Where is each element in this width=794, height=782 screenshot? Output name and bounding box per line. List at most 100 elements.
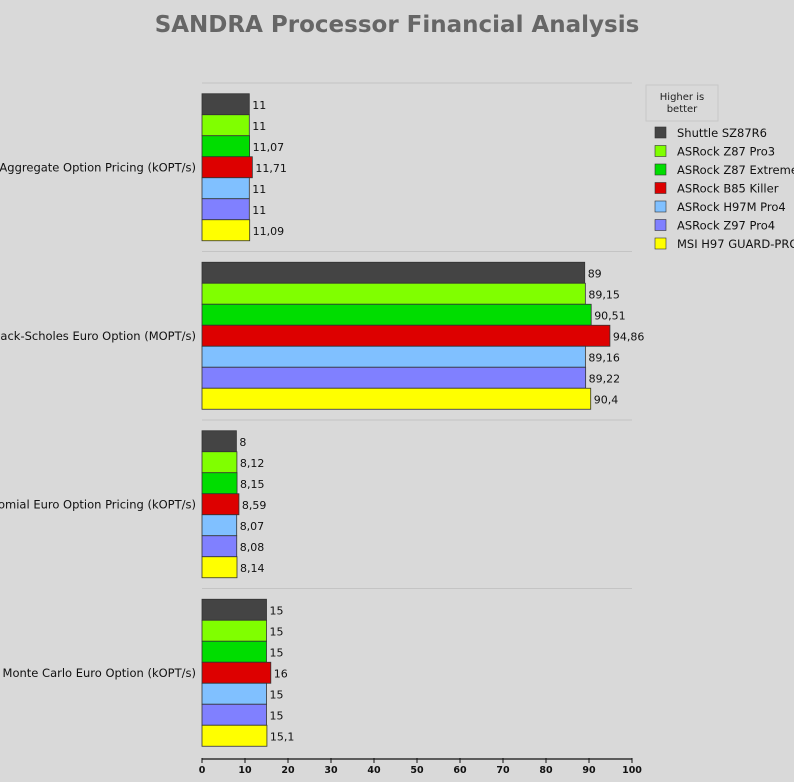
bar	[201, 261, 586, 284]
data-label: 11	[252, 183, 266, 196]
data-label: 90,51	[594, 309, 626, 322]
data-label: 89	[588, 267, 602, 280]
bar	[201, 114, 250, 137]
bar	[201, 661, 272, 684]
bar	[201, 640, 267, 663]
legend-item: ASRock Z97 Pro4	[654, 219, 775, 233]
data-label: 89,22	[589, 372, 621, 385]
tick-label: 40	[367, 765, 381, 776]
legend-swatch	[654, 182, 667, 194]
bar	[201, 177, 250, 200]
bar	[201, 493, 240, 516]
data-label: 8,15	[240, 478, 264, 491]
legend-swatch	[654, 145, 667, 157]
data-label: 8	[239, 436, 246, 449]
bar	[201, 556, 238, 579]
legend: Higher is better Shuttle SZ87R6 ASRock Z87…	[645, 84, 794, 251]
legend-swatch	[654, 163, 667, 176]
legend-item: MSI H97 GUARD-PRO	[654, 237, 794, 251]
category-group: Binomial Euro Option Pricing (kOPT/s) 8 8,…	[0, 419, 632, 579]
bar	[201, 598, 267, 621]
tick-label: 90	[582, 765, 596, 776]
x-axis: 0 10 20 30 40 50 60 70 80 90 100	[199, 758, 642, 776]
data-label: 15	[270, 625, 284, 638]
bar	[201, 387, 592, 410]
tick-label: 10	[238, 765, 252, 776]
legend-item: ASRock Z87 Extreme4	[654, 163, 794, 177]
bar	[201, 282, 586, 305]
data-label: 8,14	[240, 562, 265, 575]
tick-label: 20	[281, 765, 295, 776]
data-label: 89,15	[588, 288, 620, 301]
bar	[201, 451, 238, 474]
chart-title: SANDRA Processor Financial Analysis	[155, 12, 640, 38]
legend-label: Shuttle SZ87R6	[677, 126, 767, 140]
legend-label: ASRock Z97 Pro4	[677, 219, 775, 233]
data-label: 15,1	[270, 730, 295, 743]
category-label: Binomial Euro Option Pricing (kOPT/s)	[0, 497, 196, 511]
data-label: 90,4	[594, 393, 619, 406]
tick-label: 70	[496, 765, 510, 776]
bar	[201, 682, 267, 705]
data-label: 15	[270, 646, 284, 659]
data-label: 11,71	[255, 162, 287, 175]
bar	[201, 514, 238, 537]
data-label: 8,07	[240, 520, 264, 533]
bar	[201, 156, 253, 179]
bar	[201, 703, 267, 726]
category-label: Black-Scholes Euro Option (MOPT/s)	[0, 329, 196, 343]
tick-label: 30	[324, 765, 338, 776]
legend-item: ASRock H97M Pro4	[654, 200, 786, 214]
data-label: 89,16	[588, 351, 620, 364]
tick-label: 50	[410, 765, 424, 776]
data-label: 11,09	[253, 225, 285, 238]
bar	[201, 303, 592, 326]
bar	[201, 93, 250, 116]
legend-item: Shuttle SZ87R6	[654, 126, 767, 140]
legend-label: ASRock H97M Pro4	[677, 200, 786, 214]
legend-label: ASRock Z87 Pro3	[677, 145, 775, 159]
data-label: 11	[252, 204, 266, 217]
category-groups: Aggregate Option Pricing (kOPT/s) 11 11 11,…	[0, 82, 645, 747]
category-label: Monte Carlo Euro Option (kOPT/s)	[3, 666, 196, 680]
data-label: 15	[270, 688, 284, 701]
bar	[201, 135, 251, 158]
data-label: 15	[270, 709, 284, 722]
bar	[201, 324, 611, 347]
legend-swatch	[654, 126, 667, 139]
bar	[201, 724, 268, 747]
bar	[201, 619, 267, 642]
tick-label: 0	[199, 765, 206, 776]
bar	[201, 430, 237, 453]
tick-label: 60	[453, 765, 467, 776]
legend-label: ASRock Z87 Extreme4	[677, 163, 794, 177]
tick-label: 100	[622, 765, 642, 776]
data-label: 8,59	[242, 499, 267, 512]
legend-note: Higher is better	[660, 92, 704, 115]
legend-swatch	[654, 219, 667, 231]
data-label: 8,12	[240, 457, 265, 470]
legend-item: ASRock Z87 Pro3	[654, 145, 775, 159]
bar	[201, 472, 238, 495]
category-group: Black-Scholes Euro Option (MOPT/s) 89 89,1…	[0, 251, 645, 410]
legend-label: MSI H97 GUARD-PRO	[677, 237, 794, 251]
legend-label: ASRock B85 Killer	[677, 182, 779, 196]
legend-note-box	[645, 84, 719, 122]
data-label: 8,08	[240, 541, 265, 554]
data-label: 15	[270, 604, 284, 617]
category-group: Aggregate Option Pricing (kOPT/s) 11 11 11,…	[0, 82, 632, 242]
legend-swatch	[654, 237, 667, 250]
bar	[201, 345, 586, 368]
data-label: 16	[274, 667, 288, 680]
legend-item: ASRock B85 Killer	[654, 182, 779, 196]
legend-swatch	[654, 200, 667, 213]
data-label: 11	[252, 99, 266, 112]
bar	[201, 198, 250, 221]
data-label: 11	[252, 120, 266, 133]
data-label: 94,86	[613, 330, 645, 343]
data-label: 11,07	[253, 141, 285, 154]
category-group: Monte Carlo Euro Option (kOPT/s) 15 15 15 16…	[3, 588, 632, 747]
bar	[201, 219, 251, 242]
category-label: Aggregate Option Pricing (kOPT/s)	[0, 160, 196, 174]
